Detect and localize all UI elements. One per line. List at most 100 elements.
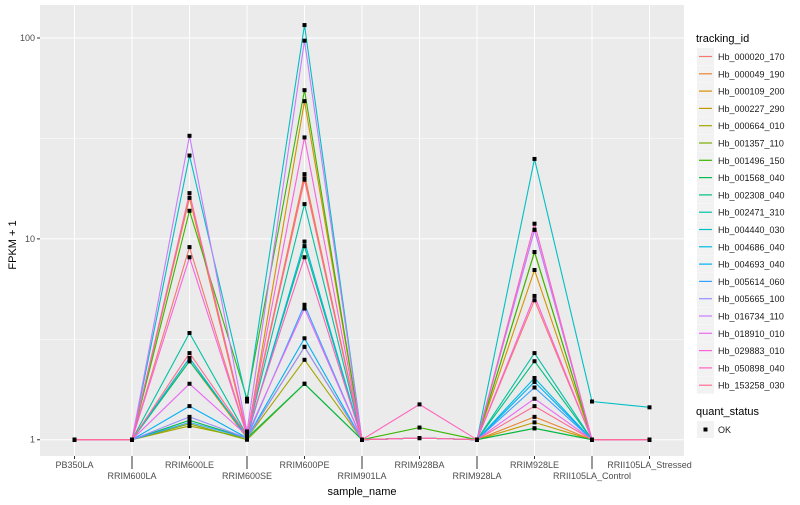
x-tick-label: RRIM928BA [394, 460, 444, 470]
shape-legend-title: quant_status [696, 406, 759, 418]
legend-title: tracking_id [696, 33, 749, 45]
data-point [187, 418, 192, 423]
data-point [187, 381, 192, 386]
legend-label: Hb_000109_200 [718, 87, 785, 97]
x-tick-label: RRIM600SE [222, 471, 272, 481]
data-point [532, 227, 537, 232]
data-point [302, 38, 307, 43]
data-point [302, 244, 307, 249]
data-points [72, 23, 652, 442]
data-point [532, 396, 537, 401]
legend-label: Hb_001496_150 [718, 156, 785, 166]
data-point [302, 172, 307, 177]
data-point [302, 255, 307, 260]
data-point [417, 425, 422, 430]
data-point [302, 302, 307, 307]
legend-label: Hb_005614_060 [718, 277, 785, 287]
data-point [302, 135, 307, 140]
legend-label: Hb_050898_040 [718, 363, 785, 373]
x-tick-label: RRII105LA_Control [553, 471, 631, 481]
legend-label: Hb_002471_310 [718, 208, 785, 218]
x-axis-title: sample_name [327, 486, 396, 498]
data-point [187, 195, 192, 200]
data-point [647, 405, 652, 410]
data-point [130, 437, 134, 442]
y-axis-title: FPKM + 1 [7, 220, 19, 269]
data-point [187, 359, 192, 364]
x-tick-label: PB350LA [55, 460, 93, 470]
legend-label: Hb_005665_100 [718, 294, 785, 304]
data-point [187, 424, 192, 429]
data-point [187, 255, 192, 260]
data-point [532, 351, 537, 356]
data-point [187, 404, 192, 409]
x-tick-label: RRII105LA_Stressed [607, 460, 692, 470]
x-tick-label: RRIM928LE [510, 460, 559, 470]
x-tick-label: RRIM600LA [107, 471, 156, 481]
legend-label: Hb_018910_010 [718, 329, 785, 339]
data-point [302, 99, 307, 104]
data-point [302, 381, 307, 386]
data-point [532, 379, 537, 384]
data-point [302, 336, 307, 341]
data-point [417, 436, 422, 441]
data-point [532, 414, 537, 419]
legend-label: Hb_004693_040 [718, 260, 785, 270]
data-point [187, 191, 192, 196]
legend-label: Hb_000227_290 [718, 104, 785, 114]
x-tick-label: RRIM928LA [452, 471, 501, 481]
y-tick-label: 100 [20, 33, 35, 43]
data-point [475, 437, 479, 442]
legend-label: Hb_004686_040 [718, 242, 785, 252]
data-point [532, 298, 537, 303]
data-point [302, 357, 307, 362]
data-point [302, 23, 307, 28]
data-point [590, 399, 594, 404]
x-tick-label: RRIM901LA [337, 471, 386, 481]
legend-label: Hb_016734_110 [718, 312, 784, 322]
legend-label: Hb_153258_030 [718, 381, 785, 391]
square-point-icon [703, 427, 708, 432]
shape-legend-label: OK [718, 425, 731, 435]
data-point [245, 396, 249, 401]
data-point [245, 431, 249, 436]
data-point [647, 437, 652, 442]
data-point [302, 306, 307, 311]
data-point [532, 375, 537, 380]
legend-label: Hb_000049_190 [718, 69, 785, 79]
data-point [302, 88, 307, 93]
data-point [417, 402, 422, 407]
y-axis: 1 10 100 [20, 33, 40, 445]
data-point [245, 433, 249, 438]
data-point [187, 420, 192, 425]
data-point [532, 420, 537, 425]
data-point [187, 133, 192, 138]
data-point [187, 245, 192, 250]
data-point [302, 176, 307, 181]
data-point [532, 267, 537, 272]
data-point [532, 426, 537, 431]
legend-label: Hb_001568_040 [718, 173, 785, 183]
x-tick-label: RRIM600PE [279, 460, 329, 470]
data-point [532, 221, 537, 226]
legend-label: Hb_000664_010 [718, 121, 785, 131]
data-point [532, 359, 537, 364]
data-point [245, 399, 249, 404]
data-point [532, 404, 537, 409]
data-point [187, 153, 192, 158]
legend: tracking_id Hb_000020_170 Hb_000049_190 Hb… [696, 33, 785, 438]
legend-label: Hb_000020_170 [718, 52, 785, 62]
data-point [187, 351, 192, 356]
x-axis: PB350LA RRIM600LA RRIM600LE RRIM600SE RRIM60… [55, 456, 692, 481]
y-tick-label: 10 [25, 234, 35, 244]
data-point [360, 437, 364, 442]
data-point [590, 437, 594, 442]
data-point [302, 239, 307, 244]
legend-label: Hb_001357_110 [718, 139, 784, 149]
data-point [72, 437, 77, 442]
data-point [187, 414, 192, 419]
x-tick-label: RRIM600LE [165, 460, 214, 470]
data-point [187, 330, 192, 335]
data-point [302, 202, 307, 207]
